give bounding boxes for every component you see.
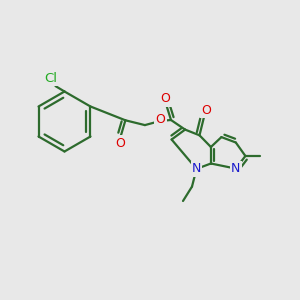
Text: Cl: Cl [44,72,58,85]
Text: O: O [156,113,165,126]
Text: N: N [231,162,241,175]
Text: O: O [115,136,125,150]
Text: O: O [202,104,211,117]
Text: O: O [161,92,170,106]
Text: N: N [192,162,201,176]
